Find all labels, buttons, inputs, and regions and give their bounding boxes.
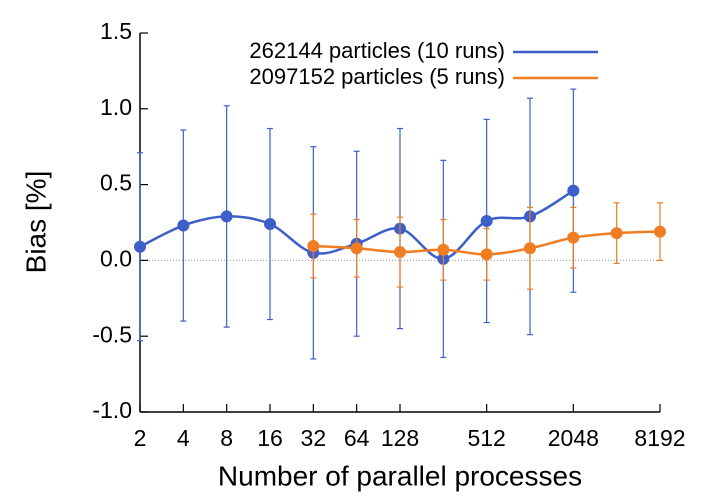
x-tick-label: 32 xyxy=(301,425,327,451)
x-tick-label: 16 xyxy=(257,425,283,451)
x-tick-label: 4 xyxy=(177,425,190,451)
data-point xyxy=(567,231,580,244)
x-tick-label: 2 xyxy=(134,425,147,451)
data-point xyxy=(437,243,450,256)
x-tick-label: 8192 xyxy=(634,425,685,451)
data-point xyxy=(350,242,363,255)
x-tick-label: 2048 xyxy=(548,425,599,451)
data-point xyxy=(480,214,493,227)
data-point xyxy=(177,219,190,232)
data-point xyxy=(480,248,493,261)
data-point xyxy=(567,184,580,197)
legend-label: 2097152 particles (5 runs) xyxy=(249,64,505,89)
y-axis-title: Bias [%] xyxy=(20,171,51,274)
x-tick-label: 64 xyxy=(344,425,370,451)
y-tick-label: -0.5 xyxy=(92,321,132,347)
legend-label: 262144 particles (10 runs) xyxy=(249,38,505,63)
x-tick-label: 512 xyxy=(467,425,505,451)
data-point xyxy=(307,239,320,252)
data-point xyxy=(524,242,536,255)
x-tick-label: 128 xyxy=(381,425,419,451)
x-tick-label: 8 xyxy=(220,425,233,451)
y-tick-label: 1.5 xyxy=(100,18,132,44)
data-point xyxy=(610,227,623,240)
x-axis-title: Number of parallel processes xyxy=(218,460,582,491)
data-point xyxy=(264,218,276,231)
data-point xyxy=(654,225,666,238)
data-point xyxy=(394,246,406,259)
y-tick-label: 0.0 xyxy=(100,245,132,271)
y-tick-label: 0.5 xyxy=(100,170,132,196)
y-tick-label: 1.0 xyxy=(100,94,132,120)
y-tick-label: -1.0 xyxy=(92,397,132,423)
data-point xyxy=(134,240,146,253)
data-point xyxy=(220,210,233,223)
